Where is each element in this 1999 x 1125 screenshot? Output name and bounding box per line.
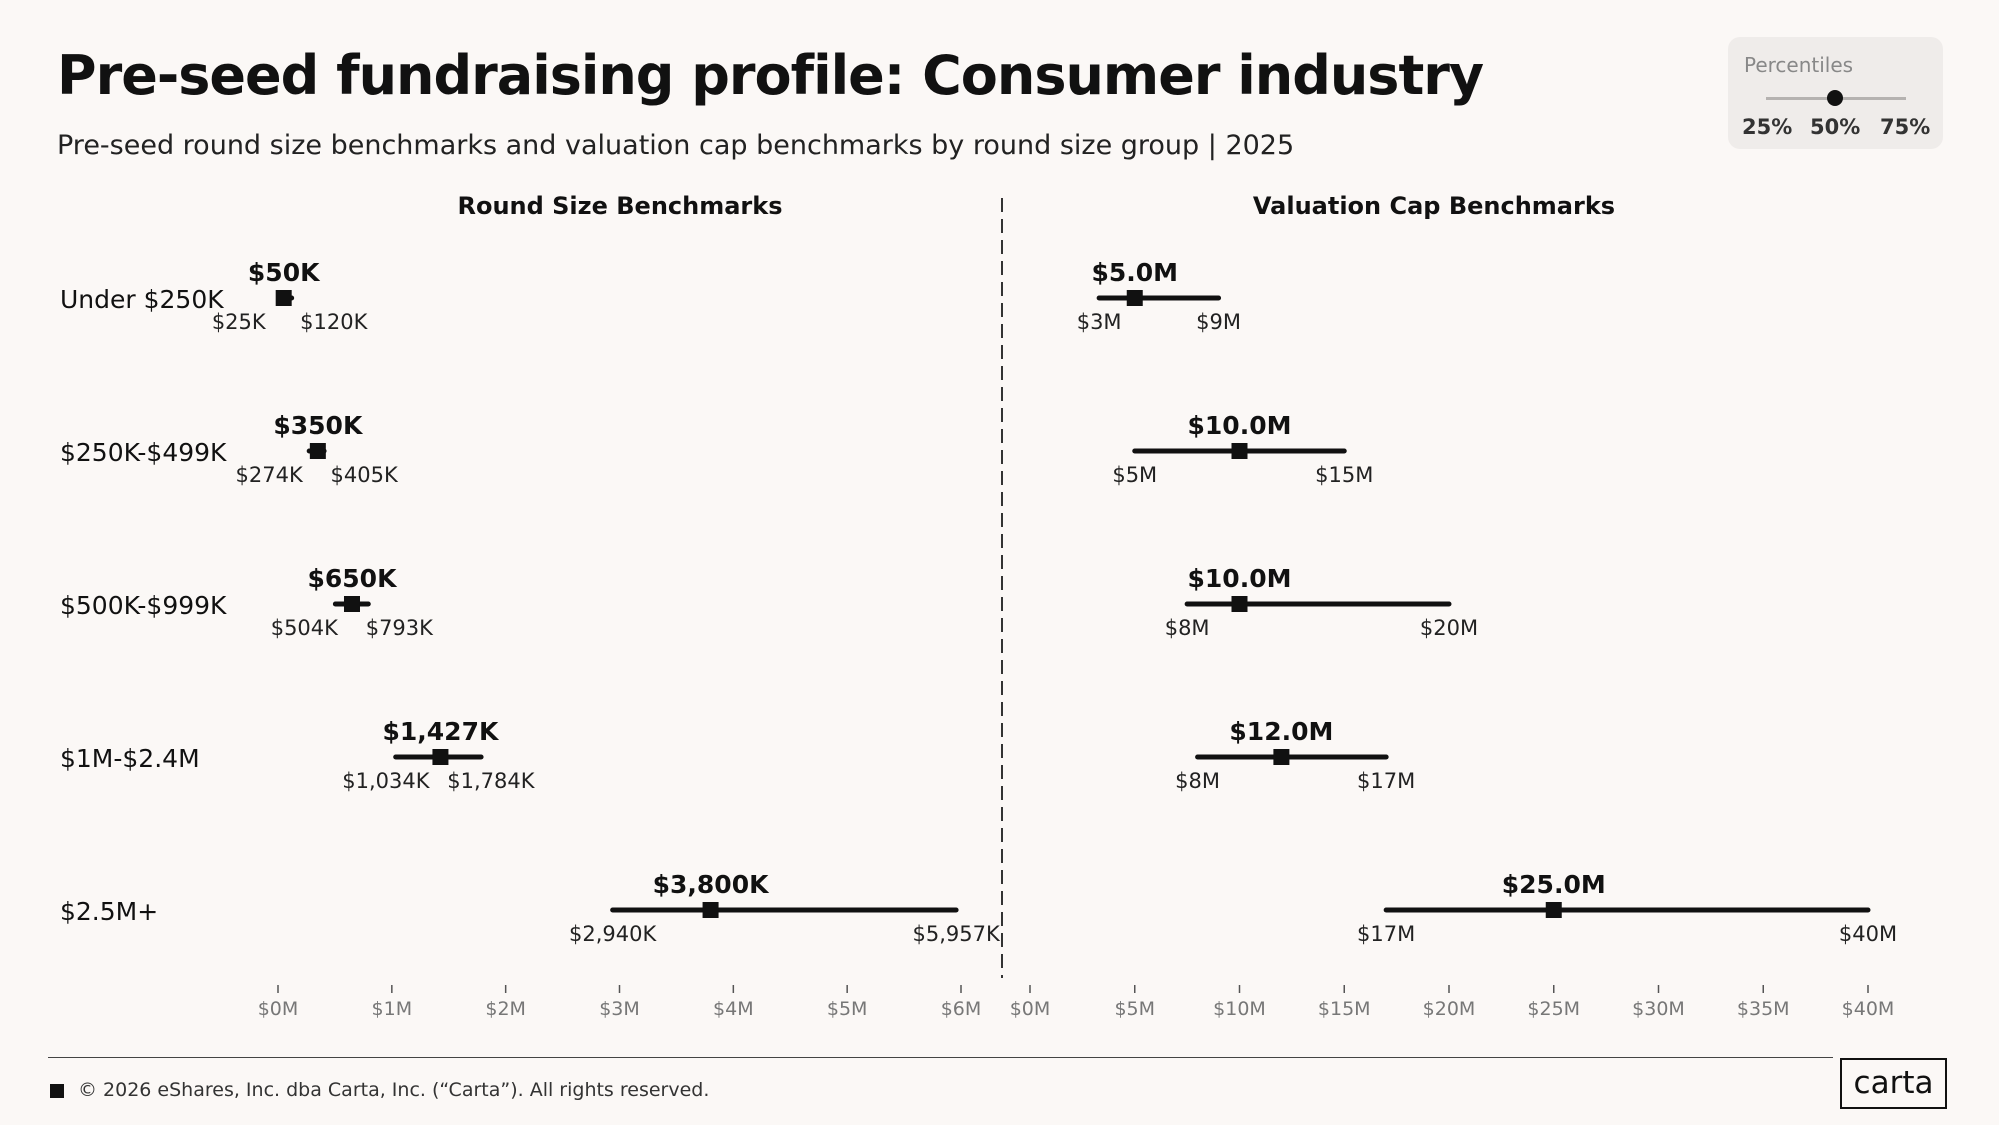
median-marker: [1231, 596, 1248, 612]
median-marker: [309, 443, 326, 459]
axis-tick-label: $25M: [1527, 998, 1580, 1020]
median-label: $5.0M: [1091, 258, 1178, 287]
axis-tick-label: $10M: [1213, 998, 1266, 1020]
category-label: $2.5M+: [60, 897, 158, 926]
p75-label: $5,957K: [912, 922, 1000, 946]
axis-tick-label: $0M: [258, 998, 299, 1020]
p25-label: $274K: [236, 463, 304, 487]
median-marker: [343, 596, 360, 612]
carta-logo: carta: [1840, 1058, 1947, 1109]
median-marker: [275, 290, 292, 306]
p25-label: $8M: [1165, 616, 1210, 640]
p75-label: $40M: [1839, 922, 1897, 946]
percentile-legend: Percentiles 25% 50% 75%: [1728, 37, 1943, 149]
median-label: $350K: [273, 411, 364, 440]
footer-divider: [48, 1057, 1833, 1058]
p25-label: $3M: [1077, 310, 1122, 334]
p75-label: $17M: [1357, 769, 1415, 793]
axis-tick-label: $40M: [1842, 998, 1895, 1020]
p75-label: $9M: [1196, 310, 1241, 334]
category-label: $1M-$2.4M: [60, 744, 200, 773]
footer-copyright: © 2026 eShares, Inc. dba Carta, Inc. (“C…: [78, 1079, 710, 1101]
median-label: $12.0M: [1229, 717, 1333, 746]
axis-tick-label: $30M: [1632, 998, 1685, 1020]
page-subtitle: Pre-seed round size benchmarks and valua…: [57, 130, 1295, 161]
panel-title: Valuation Cap Benchmarks: [1253, 192, 1615, 220]
p75-label: $15M: [1315, 463, 1373, 487]
p75-label: $405K: [331, 463, 399, 487]
axis-tick-label: $5M: [827, 998, 868, 1020]
axis-tick-label: $35M: [1737, 998, 1790, 1020]
legend-title: Percentiles: [1744, 53, 1854, 77]
category-label: $250K-$499K: [60, 438, 227, 467]
p25-label: $17M: [1357, 922, 1415, 946]
median-label: $650K: [308, 564, 399, 593]
p75-label: $1,784K: [447, 769, 535, 793]
p25-label: $25K: [212, 310, 267, 334]
page-title: Pre-seed fundraising profile: Consumer i…: [57, 44, 1484, 107]
median-label: $10.0M: [1188, 564, 1292, 593]
median-label: $1,427K: [383, 717, 500, 746]
median-label: $3,800K: [653, 870, 770, 899]
footer-square-icon: [50, 1084, 64, 1098]
p25-label: $8M: [1175, 769, 1220, 793]
axis-tick-label: $6M: [941, 998, 982, 1020]
median-marker: [1273, 749, 1290, 765]
p75-label: $120K: [300, 310, 368, 334]
legend-label-p75: 75%: [1880, 115, 1931, 139]
axis-tick-label: $2M: [485, 998, 526, 1020]
median-marker: [1231, 443, 1248, 459]
p25-label: $5M: [1112, 463, 1157, 487]
p75-label: $20M: [1420, 616, 1478, 640]
p25-label: $2,940K: [569, 922, 657, 946]
axis-tick-label: $1M: [372, 998, 413, 1020]
p25-label: $1,034K: [342, 769, 430, 793]
category-label: $500K-$999K: [60, 591, 227, 620]
axis-tick-label: $20M: [1423, 998, 1476, 1020]
median-marker: [1545, 902, 1562, 918]
median-label: $25.0M: [1502, 870, 1606, 899]
axis-tick-label: $4M: [713, 998, 754, 1020]
legend-label-p25: 25%: [1742, 115, 1793, 139]
median-marker: [702, 902, 719, 918]
legend-median-dot: [1827, 90, 1843, 106]
median-marker: [1126, 290, 1143, 306]
median-label: $50K: [248, 258, 321, 287]
panel-title: Round Size Benchmarks: [457, 192, 782, 220]
median-label: $10.0M: [1188, 411, 1292, 440]
axis-tick-label: $5M: [1114, 998, 1155, 1020]
category-label: Under $250K: [60, 285, 224, 314]
axis-tick-label: $0M: [1010, 998, 1051, 1020]
p25-label: $504K: [271, 616, 339, 640]
legend-label-p50: 50%: [1810, 115, 1861, 139]
axis-tick-label: $3M: [599, 998, 640, 1020]
axis-tick-label: $15M: [1318, 998, 1371, 1020]
p75-label: $793K: [366, 616, 434, 640]
median-marker: [432, 749, 449, 765]
